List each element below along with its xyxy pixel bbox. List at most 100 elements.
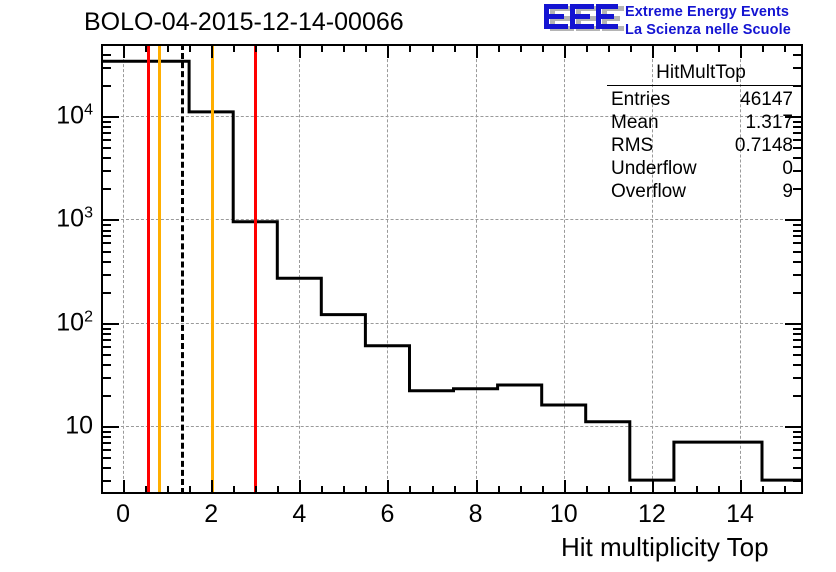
marker-line-mean-dashed <box>181 44 185 494</box>
y-axis-tick <box>101 291 111 294</box>
y-axis-tick <box>793 430 803 433</box>
x-axis-tick <box>211 44 214 58</box>
y-axis-tick <box>101 157 111 160</box>
y-axis-tick <box>793 480 803 483</box>
y-axis-tick <box>793 394 803 397</box>
x-axis-tick <box>321 486 324 494</box>
eee-logo: Extreme Energy Events La Scienza nelle S… <box>540 2 832 42</box>
x-axis-tick <box>431 486 434 494</box>
marker-line-orange-left <box>158 44 162 494</box>
x-axis-tick <box>233 44 236 52</box>
x-tick-label: 6 <box>380 500 395 528</box>
y-axis-tick <box>793 436 803 439</box>
y-axis-tick <box>101 436 111 439</box>
y-axis-tick <box>793 120 803 123</box>
x-axis-tick <box>563 480 566 494</box>
eee-logo-line2: La Scienza nelle Scuole <box>625 22 791 38</box>
y-axis-tick <box>101 327 111 330</box>
x-axis-tick <box>585 44 588 52</box>
x-axis-tick <box>321 44 324 52</box>
x-tick-label: 0 <box>116 500 130 528</box>
x-axis-tick <box>101 486 103 494</box>
page-title: BOLO-04-2015-12-14-00066 <box>84 8 404 36</box>
x-axis-tick <box>784 486 787 494</box>
y-axis-tick <box>793 291 803 294</box>
y-axis-tick <box>793 273 803 276</box>
x-axis-tick <box>651 44 654 58</box>
y-axis-tick <box>101 430 111 433</box>
y-axis-tick <box>793 188 803 191</box>
x-axis-tick <box>277 44 280 52</box>
gridline-horizontal <box>101 116 803 118</box>
x-axis-tick <box>784 44 787 52</box>
y-axis-tick <box>793 338 803 341</box>
y-tick-label: 10 <box>65 411 93 440</box>
gridline-horizontal <box>101 426 803 428</box>
stats-value: 1.317 <box>745 112 793 133</box>
gridline-vertical <box>651 44 653 494</box>
y-axis-tick <box>793 376 803 379</box>
y-axis-tick <box>101 260 111 263</box>
y-tick-label: 102 <box>56 308 93 337</box>
x-axis-title: Hit multiplicity Top <box>561 532 769 562</box>
gridline-horizontal <box>101 219 803 221</box>
y-axis-tick <box>101 338 111 341</box>
y-axis-tick <box>793 260 803 263</box>
x-axis-tick <box>277 486 280 494</box>
stats-key: Mean <box>611 112 659 133</box>
y-axis-tick <box>793 157 803 160</box>
x-axis-tick <box>453 486 456 494</box>
y-axis-tick <box>101 273 111 276</box>
x-axis-tick <box>651 480 654 494</box>
y-axis-tick <box>101 394 111 397</box>
x-axis-tick <box>475 44 478 58</box>
y-axis-tick <box>101 229 111 232</box>
y-axis-tick <box>793 353 803 356</box>
y-axis-tick <box>793 44 803 46</box>
x-axis-tick <box>343 44 346 52</box>
y-axis-tick <box>101 242 111 245</box>
y-axis-tick <box>101 44 111 46</box>
eee-logo-mark <box>544 4 624 31</box>
y-axis-tick <box>101 126 111 129</box>
y-axis-tick <box>101 132 111 135</box>
x-axis-tick <box>739 480 742 494</box>
y-axis-tick <box>101 426 119 429</box>
x-axis-tick <box>762 486 765 494</box>
x-axis-tick <box>167 486 170 494</box>
x-axis-tick <box>762 44 765 52</box>
x-axis-tick <box>519 486 522 494</box>
y-axis-tick <box>101 120 111 123</box>
y-axis-tick <box>101 250 111 253</box>
y-axis-tick <box>785 426 803 429</box>
y-axis-tick <box>793 132 803 135</box>
y-axis-tick <box>101 188 111 191</box>
x-axis-tick <box>431 44 434 52</box>
x-tick-label: 2 <box>204 500 219 528</box>
y-axis-tick <box>793 139 803 142</box>
marker-line-red-right <box>254 44 258 494</box>
y-axis-tick <box>101 480 111 483</box>
y-axis-tick <box>793 345 803 348</box>
x-axis-tick <box>101 44 103 52</box>
y-axis-tick <box>101 448 111 451</box>
x-axis-tick <box>387 480 390 494</box>
y-axis-tick <box>101 219 119 222</box>
x-axis-tick <box>167 44 170 52</box>
x-axis-tick <box>145 44 148 52</box>
y-axis-tick <box>101 376 111 379</box>
stats-key: Overflow <box>611 181 686 202</box>
x-axis-tick <box>233 486 236 494</box>
x-axis-tick <box>123 480 126 494</box>
y-axis-tick <box>785 116 803 119</box>
gridline-vertical <box>299 44 301 494</box>
stats-row: Overflow 9 <box>607 180 795 203</box>
x-axis-tick <box>255 486 258 494</box>
stats-value: 9 <box>782 181 793 202</box>
y-tick-label: 104 <box>56 101 93 130</box>
x-axis-tick <box>585 486 588 494</box>
y-axis-tick <box>793 147 803 150</box>
gridline-horizontal <box>101 322 803 324</box>
y-axis-tick <box>785 322 803 325</box>
x-axis-tick <box>365 486 368 494</box>
